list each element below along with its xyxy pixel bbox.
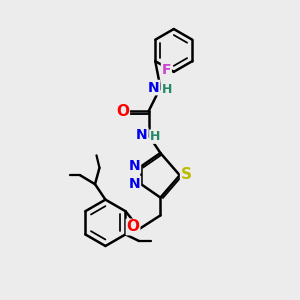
Text: F: F xyxy=(162,63,171,77)
Text: H: H xyxy=(162,82,172,96)
Text: N: N xyxy=(148,81,160,94)
Text: N: N xyxy=(129,159,140,173)
Text: N: N xyxy=(129,177,140,190)
Text: N: N xyxy=(136,128,148,142)
Text: S: S xyxy=(181,167,192,182)
Text: O: O xyxy=(116,104,129,119)
Text: O: O xyxy=(127,220,140,235)
Text: H: H xyxy=(150,130,160,143)
